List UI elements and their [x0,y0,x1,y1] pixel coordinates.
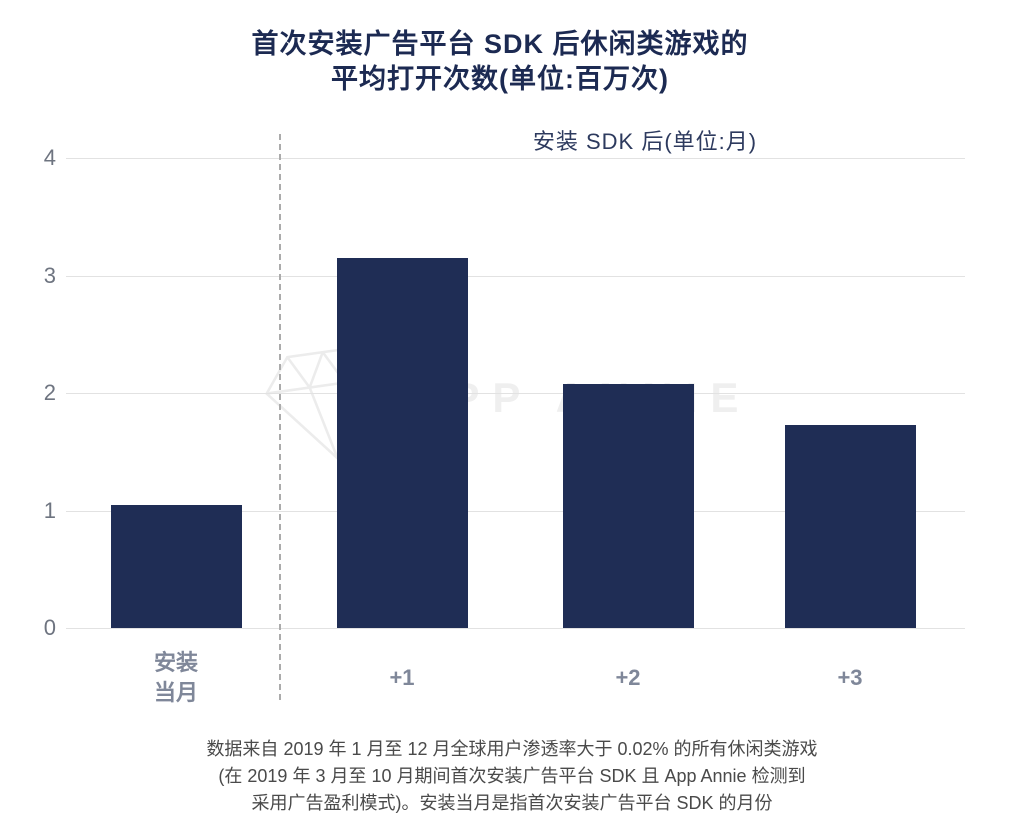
x-axis-label-4: +3 [837,665,863,690]
y-axis-tick-label: 1 [43,497,56,523]
x-axis-label-2: +1 [389,665,415,690]
footnote-line1: 数据来自 2019 年 1 月至 12 月全球用户渗透率大于 0.02% 的所有… [206,739,818,759]
gridline-y-0 [66,628,965,629]
bar-4 [784,424,916,628]
chart-annotation: 安装 SDK 后(单位:月) [532,129,758,154]
chart-title: 首次安装广告平台 SDK 后休闲类游戏的 平均打开次数(单位:百万次) [0,27,1000,97]
gridline-y-1 [66,510,965,512]
dashed-separator-line [279,134,281,700]
footnote: 数据来自 2019 年 1 月至 12 月全球用户渗透率大于 0.02% 的所有… [0,736,1024,817]
gridline-y-3 [66,275,965,277]
bar-2 [336,257,468,628]
y-axis-tick-label: 0 [43,615,56,640]
bar-1 [110,504,242,628]
y-axis-tick-label: 3 [43,262,56,288]
gridline-y-2 [66,393,965,394]
bar-3 [562,383,694,628]
y-axis-tick-label: 2 [43,380,56,405]
footnote-line3: 采用广告盈利模式)。安装当月是指首次安装广告平台 SDK 的月份 [251,793,773,813]
chart-title-line1: 首次安装广告平台 SDK 后休闲类游戏的 [251,29,749,59]
y-axis-tick-label: 4 [43,145,56,170]
x-axis-label-1: 安装 当月 [153,650,198,705]
chart-title-line2: 平均打开次数(单位:百万次) [331,64,669,94]
x-axis-label-3: +2 [615,665,641,690]
footnote-line2: (在 2019 年 3 月至 10 月期间首次安装广告平台 SDK 且 App … [218,766,806,786]
gridline-y-4 [66,158,965,159]
